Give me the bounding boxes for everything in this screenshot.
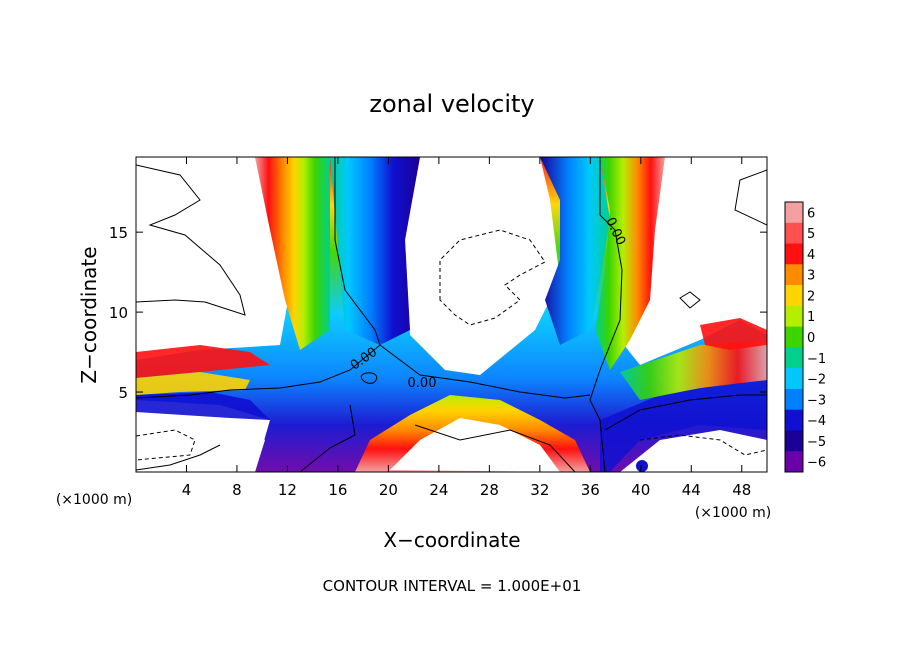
colorbar-swatch	[785, 430, 803, 452]
colorbar-label: −4	[807, 414, 826, 429]
chart-title: zonal velocity	[369, 90, 534, 118]
contour-lines	[136, 157, 767, 472]
x-axis-label: X−coordinate	[383, 528, 520, 552]
colorbar-swatch	[785, 285, 803, 307]
colorbar-swatch	[785, 243, 803, 265]
x-tick-label: 28	[480, 481, 499, 499]
plot-frame	[135, 156, 768, 473]
colorbar-label: 6	[807, 206, 815, 221]
colorbar-label: 3	[807, 269, 815, 284]
colorbar-swatch	[785, 388, 803, 411]
colorbar-label: 0	[807, 331, 815, 346]
colorbar-swatch	[785, 305, 803, 328]
x-tick-label: 24	[429, 481, 448, 499]
y-axis-label: Z−coordinate	[77, 246, 101, 383]
negative-contours	[136, 229, 767, 461]
y-tick-label: 5	[118, 384, 128, 402]
contour-interval-note: CONTOUR INTERVAL = 1.000E+01	[323, 577, 582, 595]
colorbar-label: −3	[807, 393, 826, 408]
colorbar-label: 1	[807, 310, 815, 325]
colorbar-label: 5	[807, 227, 815, 242]
colorbar-label: 2	[807, 289, 815, 304]
colorbar-label: −2	[807, 373, 826, 388]
x-unit-right: (×1000 m)	[695, 505, 771, 521]
x-tick-label: 32	[530, 481, 549, 499]
colorbar-swatch	[785, 264, 803, 286]
x-tick-label: 8	[232, 481, 242, 499]
colorbar-label: −6	[807, 456, 826, 471]
x-tick-label: 40	[631, 481, 650, 499]
y-tick-label: 15	[109, 224, 128, 242]
colorbar: 6 5 4 3 2 1 0 −1 −2 −3 −4 −5 −6	[784, 201, 826, 473]
colorbar-swatch	[785, 409, 803, 431]
colorbar-swatch	[785, 451, 803, 473]
colorbar-swatch	[785, 368, 803, 390]
colorbar-swatch	[785, 222, 803, 245]
colorbar-label: −1	[807, 352, 826, 367]
colorbar-swatch	[785, 202, 803, 224]
colorbar-label: −5	[807, 435, 826, 450]
colorbar-swatch	[785, 347, 803, 369]
y-tick-label: 10	[109, 304, 128, 322]
x-unit-left: (×1000 m)	[56, 492, 132, 508]
x-tick-label: 44	[682, 481, 701, 499]
x-tick-label: 20	[379, 481, 398, 499]
x-axis: 4 8 12 16 20 24 28 32 36 40 44 48	[182, 157, 751, 499]
x-tick-label: 12	[278, 481, 297, 499]
y-axis: 5 10 15	[109, 224, 767, 402]
colorbar-swatch	[785, 326, 803, 348]
x-tick-label: 4	[182, 481, 192, 499]
colorbar-label: 4	[807, 248, 815, 263]
x-tick-label: 48	[732, 481, 751, 499]
heatmap-field	[136, 157, 767, 472]
x-tick-label: 16	[328, 481, 347, 499]
x-tick-label: 36	[581, 481, 600, 499]
colorbar-frame	[784, 201, 804, 473]
contour-label: 0.00	[408, 376, 437, 391]
